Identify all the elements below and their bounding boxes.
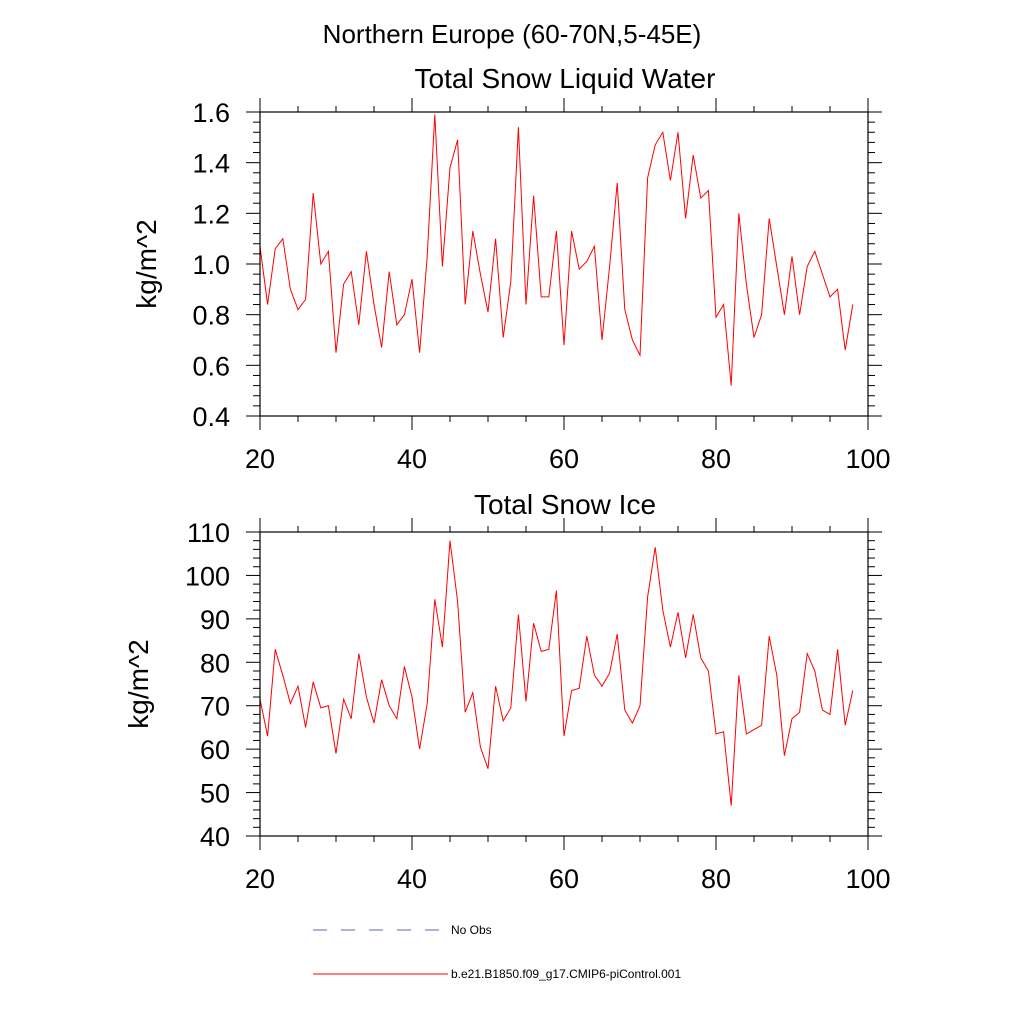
y-axis-label: kg/m^2	[131, 219, 162, 308]
axis-tick-labels: 20 40 60 80 100 0.4 0.6 0.8 1.0 1.2 1.4 1.6	[192, 98, 890, 474]
y-tick-label: 1.6	[192, 98, 230, 128]
plot-frame	[259, 531, 869, 837]
panel-snow-ice: Total Snow Ice kg/m^2 20 40 60 80 100 40 50 60 7…	[123, 489, 891, 894]
x-tick-label: 100	[845, 864, 890, 894]
y-tick-label: 60	[200, 735, 230, 765]
x-tick-label: 40	[397, 864, 427, 894]
panel-title: Total Snow Liquid Water	[415, 63, 716, 94]
x-tick-label: 20	[245, 444, 275, 474]
y-tick-label: 110	[187, 518, 230, 548]
series-group	[259, 114, 854, 386]
y-tick-label: 1.2	[192, 199, 230, 229]
y-tick-label: 90	[200, 605, 230, 635]
x-tick-label: 60	[549, 864, 579, 894]
legend-label-no-obs: No Obs	[451, 923, 492, 937]
y-tick-label: 70	[200, 692, 230, 722]
series-line	[259, 540, 854, 806]
figure-suptitle: Northern Europe (60-70N,5-45E)	[323, 19, 702, 49]
x-tick-label: 80	[701, 444, 731, 474]
x-tick-label: 80	[701, 864, 731, 894]
y-tick-label: 80	[200, 648, 230, 678]
y-tick-label: 0.8	[192, 301, 230, 331]
x-tick-label: 100	[845, 444, 890, 474]
y-tick-label: 50	[200, 779, 230, 809]
x-tick-label: 20	[245, 864, 275, 894]
series-group	[259, 540, 854, 806]
y-tick-label: 0.6	[192, 351, 230, 381]
y-tick-label: 1.4	[192, 149, 230, 179]
axis-ticks	[246, 98, 882, 430]
y-tick-label: 0.4	[192, 402, 230, 432]
legend-label-model: b.e21.B1850.f09_g17.CMIP6-piControl.001	[451, 967, 681, 981]
y-tick-label: 1.0	[192, 250, 230, 280]
x-tick-label: 40	[397, 444, 427, 474]
panel-snow-liquid-water: Total Snow Liquid Water kg/m^2 20 40 60 80 1…	[131, 63, 891, 474]
plot-frame	[259, 111, 869, 417]
y-axis-label: kg/m^2	[123, 639, 154, 728]
series-line	[259, 114, 854, 386]
axis-tick-labels: 20 40 60 80 100 40 50 60 70 80 90 100 110	[185, 518, 891, 894]
x-tick-label: 60	[549, 444, 579, 474]
y-tick-label: 100	[185, 561, 230, 591]
axis-ticks	[246, 518, 882, 850]
y-tick-label: 40	[200, 822, 230, 852]
panel-title: Total Snow Ice	[474, 489, 656, 520]
legend: No Obs b.e21.B1850.f09_g17.CMIP6-piContr…	[313, 923, 681, 981]
